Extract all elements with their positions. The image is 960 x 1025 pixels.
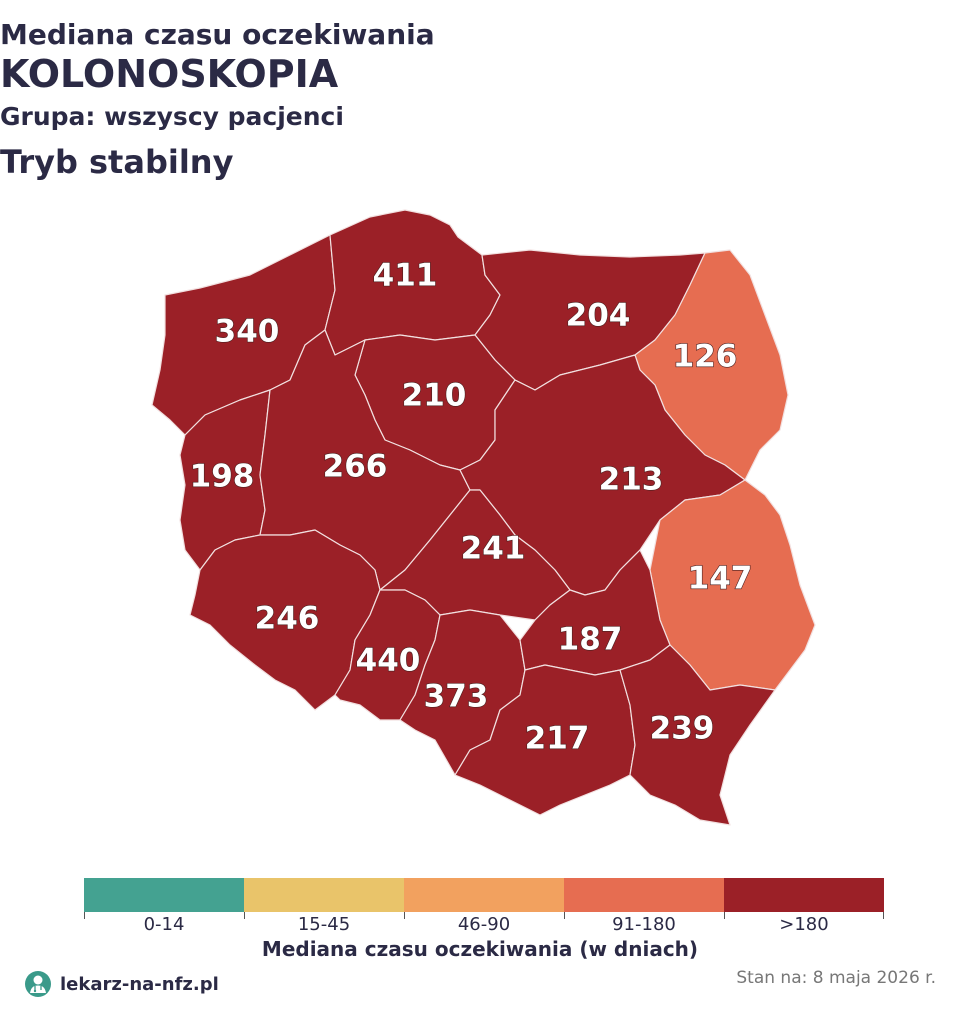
legend-swatch (724, 878, 884, 912)
region-label: 340 (215, 314, 280, 350)
legend-label: 91-180 (612, 914, 676, 935)
doctor-avatar-icon (25, 971, 51, 997)
region-label: 187 (558, 622, 623, 658)
legend-label: 0-14 (143, 914, 185, 935)
brand[interactable]: lekarz-na-nfz.pl (24, 970, 219, 998)
patient-group: Grupa: wszyscy pacjenci (0, 102, 344, 131)
legend-labels: 0-14 15-45 46-90 91-180 >180 (84, 914, 884, 935)
legend-title: Mediana czasu oczekiwania (w dniach) (261, 937, 699, 961)
legend-swatch (404, 878, 564, 912)
brand-name: lekarz-na-nfz.pl (60, 973, 219, 995)
region-podkarpackie[interactable] (619, 644, 776, 826)
region-label: 239 (650, 711, 715, 747)
region-label: 217 (525, 721, 590, 757)
region-label: 246 (255, 601, 320, 637)
procedure-title: KOLONOSKOPIA (0, 52, 339, 96)
legend-swatch (564, 878, 724, 912)
region-label: 440 (356, 643, 421, 679)
region-malopolskie[interactable] (454, 664, 636, 816)
region-label: 198 (190, 459, 255, 495)
legend-label: 15-45 (297, 914, 351, 935)
mode-title: Tryb stabilny (0, 143, 234, 181)
legend-label: >180 (779, 914, 829, 935)
date-stamp: Stan na: 8 maja 2026 r. (736, 968, 936, 988)
legend-swatch (84, 878, 244, 912)
region-label: 213 (599, 462, 664, 498)
region-opolskie[interactable] (334, 589, 441, 721)
color-legend (84, 878, 884, 912)
region-label: 147 (688, 561, 753, 597)
region-label: 210 (402, 378, 467, 414)
legend-label: 46-90 (457, 914, 511, 935)
poland-map: 340 411 204 126 210 198 266 213 241 147 … (151, 209, 816, 826)
region-label: 373 (424, 679, 489, 715)
region-label: 204 (566, 298, 631, 334)
region-label: 126 (673, 339, 738, 375)
legend-ticks (84, 912, 884, 920)
legend-swatch (244, 878, 404, 912)
region-label: 411 (373, 258, 438, 294)
region-label: 241 (461, 531, 526, 567)
region-label: 266 (323, 449, 388, 485)
chart-title: Mediana czasu oczekiwania (0, 18, 435, 51)
